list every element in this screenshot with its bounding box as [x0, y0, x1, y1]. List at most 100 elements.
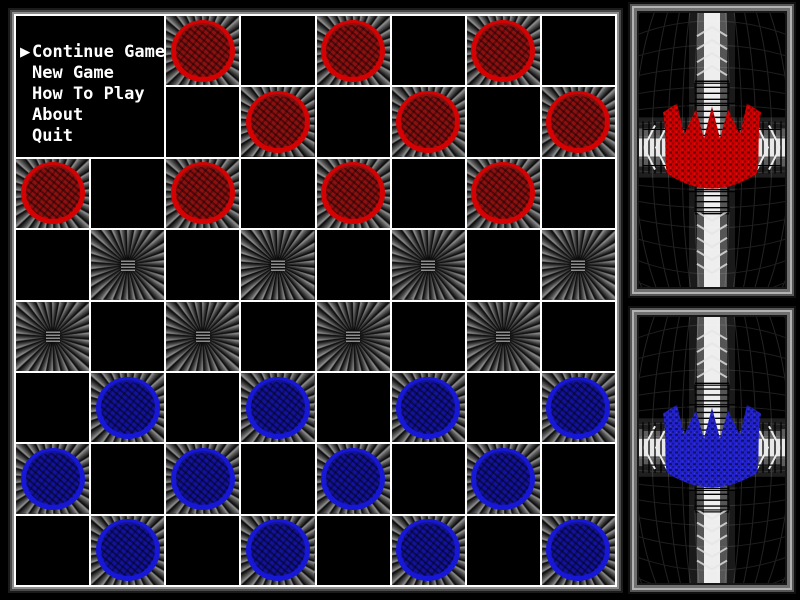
red-piece[interactable] — [170, 162, 235, 225]
blue-piece[interactable] — [546, 376, 611, 439]
square-r7c4[interactable] — [316, 515, 390, 585]
square-r0c5[interactable] — [391, 16, 465, 86]
square-r2c1[interactable] — [91, 158, 165, 229]
blue-piece[interactable] — [471, 447, 536, 510]
square-r2c5[interactable] — [391, 158, 465, 229]
square-r7c5[interactable] — [391, 515, 465, 585]
square-r7c0[interactable] — [16, 515, 90, 585]
square-r0c3[interactable] — [241, 16, 315, 86]
square-r2c4[interactable] — [316, 158, 390, 229]
square-r4c7[interactable] — [541, 301, 615, 371]
square-r3c5[interactable] — [391, 230, 465, 300]
square-r3c6[interactable] — [466, 230, 540, 300]
red-piece[interactable] — [546, 91, 611, 154]
square-r4c4[interactable] — [316, 301, 390, 371]
menu-item-continue-game[interactable]: ▶ Continue Game — [20, 42, 165, 63]
square-r2c7[interactable] — [541, 158, 615, 229]
square-r5c7[interactable] — [541, 372, 615, 443]
blue-piece[interactable] — [170, 447, 235, 510]
square-r7c7[interactable] — [541, 515, 615, 585]
red-piece[interactable] — [321, 162, 386, 225]
square-r1c5[interactable] — [391, 87, 465, 157]
square-r5c6[interactable] — [466, 372, 540, 443]
menu-item-quit[interactable]: Quit — [20, 126, 164, 147]
blue-piece[interactable] — [245, 376, 310, 439]
menu-cursor-icon — [20, 84, 32, 105]
square-r1c4[interactable] — [316, 87, 390, 157]
square-r5c4[interactable] — [316, 372, 390, 443]
square-r6c4[interactable] — [316, 444, 390, 514]
square-r4c5[interactable] — [391, 301, 465, 371]
menu-item-label: How To Play — [32, 84, 145, 104]
square-r3c7[interactable] — [541, 230, 615, 300]
square-r7c3[interactable] — [241, 515, 315, 585]
menu-item-label: Quit — [32, 126, 73, 146]
square-r5c5[interactable] — [391, 372, 465, 443]
red-piece[interactable] — [471, 162, 536, 225]
blue-piece[interactable] — [396, 376, 461, 439]
square-r1c2[interactable] — [166, 87, 240, 157]
square-r7c2[interactable] — [166, 515, 240, 585]
square-r3c1[interactable] — [91, 230, 165, 300]
menu-cursor-icon: ▶ — [20, 42, 31, 62]
square-r1c3[interactable] — [241, 87, 315, 157]
blue-piece[interactable] — [95, 376, 160, 439]
square-r7c1[interactable] — [91, 515, 165, 585]
square-r6c7[interactable] — [541, 444, 615, 514]
square-r3c0[interactable] — [16, 230, 90, 300]
square-r3c2[interactable] — [166, 230, 240, 300]
square-r7c6[interactable] — [466, 515, 540, 585]
blue-player-panel — [639, 317, 785, 583]
square-r6c3[interactable] — [241, 444, 315, 514]
blue-piece[interactable] — [245, 519, 310, 582]
blue-piece[interactable] — [20, 447, 85, 510]
square-r5c0[interactable] — [16, 372, 90, 443]
square-r1c6[interactable] — [466, 87, 540, 157]
menu-item-new-game[interactable]: New Game — [20, 63, 164, 84]
menu-cursor-icon — [20, 126, 32, 147]
menu-item-about[interactable]: About — [20, 105, 164, 126]
menu-item-label: About — [32, 105, 84, 125]
blue-piece[interactable] — [546, 519, 611, 582]
square-r3c4[interactable] — [316, 230, 390, 300]
blue-piece[interactable] — [321, 447, 386, 510]
square-r4c2[interactable] — [166, 301, 240, 371]
square-r6c2[interactable] — [166, 444, 240, 514]
menu-item-how-to-play[interactable]: How To Play — [20, 84, 164, 105]
menu-cursor-icon — [20, 105, 32, 126]
square-r2c3[interactable] — [241, 158, 315, 229]
square-r4c6[interactable] — [466, 301, 540, 371]
red-piece[interactable] — [471, 19, 536, 82]
square-r3c3[interactable] — [241, 230, 315, 300]
square-r0c7[interactable] — [541, 16, 615, 86]
red-piece[interactable] — [170, 19, 235, 82]
square-r1c7[interactable] — [541, 87, 615, 157]
blue-piece[interactable] — [396, 519, 461, 582]
square-r6c1[interactable] — [91, 444, 165, 514]
square-r2c0[interactable] — [16, 158, 90, 229]
red-panel-art — [639, 13, 785, 287]
square-r5c3[interactable] — [241, 372, 315, 443]
square-r4c1[interactable] — [91, 301, 165, 371]
menu-cursor-icon — [20, 63, 32, 84]
square-r4c3[interactable] — [241, 301, 315, 371]
blue-panel-art — [639, 317, 785, 583]
square-r6c0[interactable] — [16, 444, 90, 514]
square-r4c0[interactable] — [16, 301, 90, 371]
square-r0c6[interactable] — [466, 16, 540, 86]
square-r5c2[interactable] — [166, 372, 240, 443]
square-r6c6[interactable] — [466, 444, 540, 514]
square-r6c5[interactable] — [391, 444, 465, 514]
blue-piece[interactable] — [95, 519, 160, 582]
square-r5c1[interactable] — [91, 372, 165, 443]
square-r0c4[interactable] — [316, 16, 390, 86]
crown-texture — [663, 404, 761, 488]
red-piece[interactable] — [20, 162, 85, 225]
red-piece[interactable] — [321, 19, 386, 82]
red-piece[interactable] — [245, 91, 310, 154]
square-r2c2[interactable] — [166, 158, 240, 229]
square-r2c6[interactable] — [466, 158, 540, 229]
square-r0c2[interactable] — [166, 16, 240, 86]
red-piece[interactable] — [396, 91, 461, 154]
